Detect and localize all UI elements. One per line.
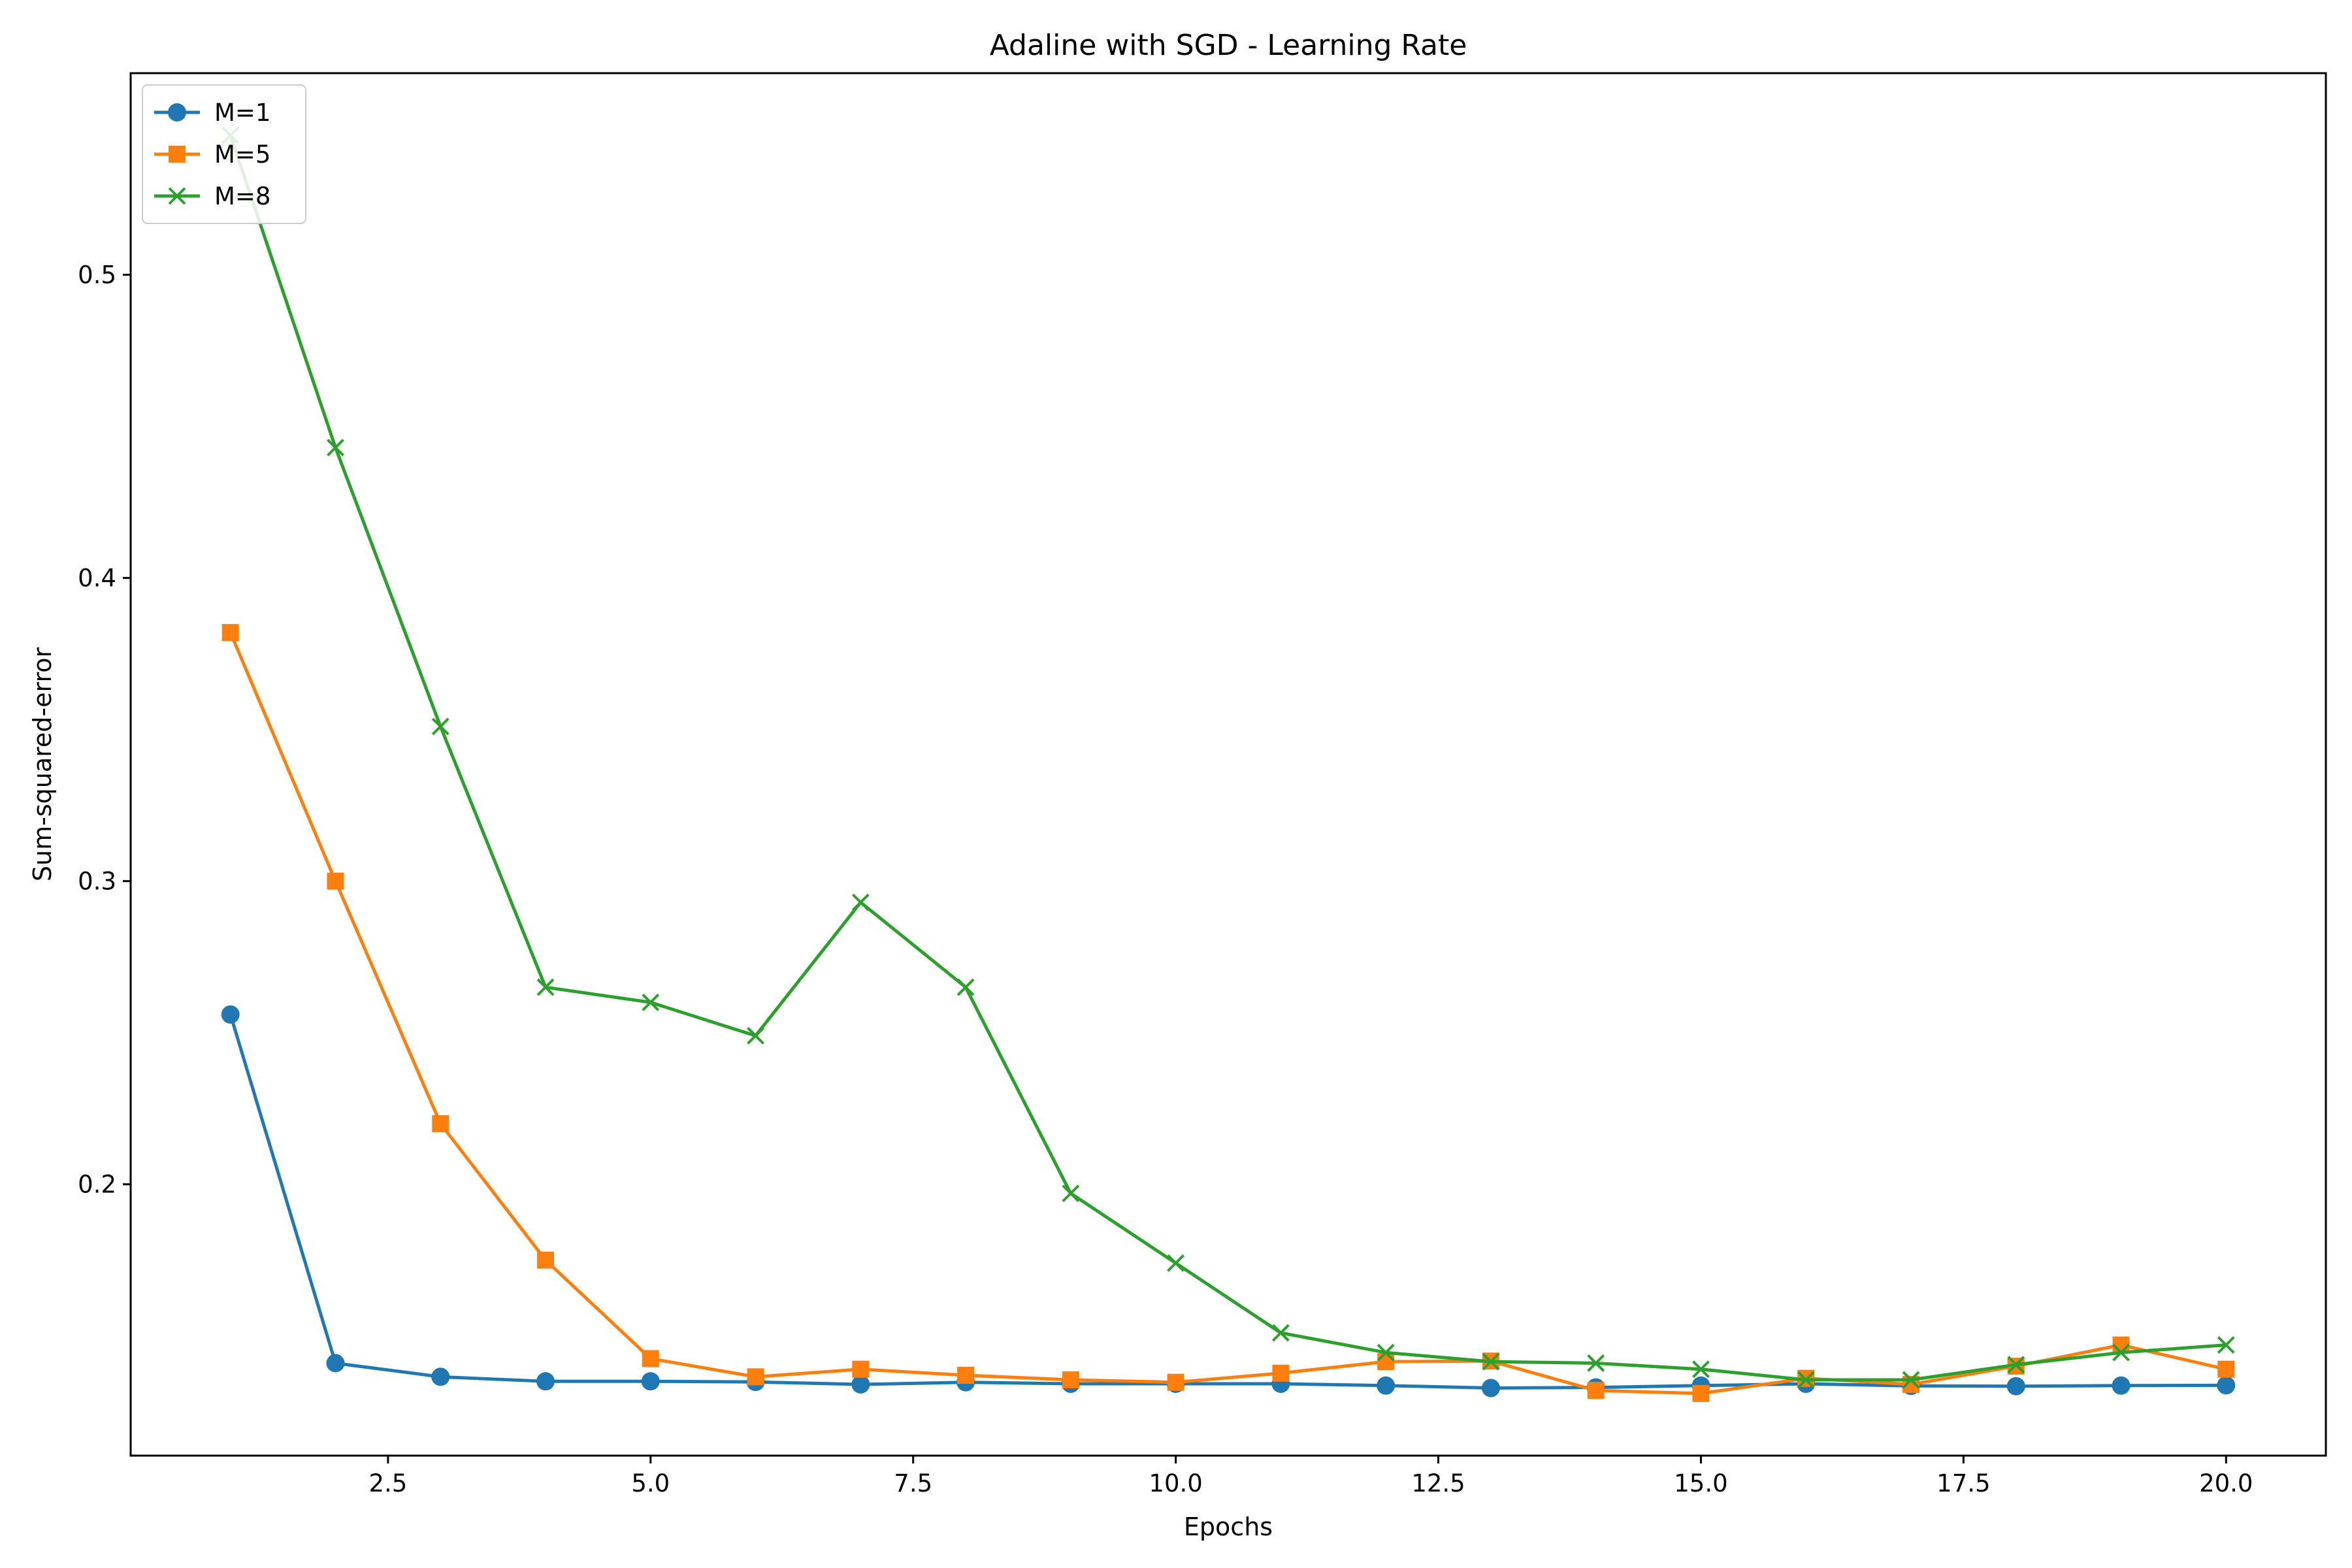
data-point-series-2-1 xyxy=(221,624,239,642)
data-point-series-3-7 xyxy=(851,893,870,911)
x-tick-label: 10.0 xyxy=(1149,1469,1202,1497)
data-point-series-1-12 xyxy=(1377,1376,1396,1395)
data-point-series-3-3 xyxy=(431,717,449,736)
data-point-series-2-9 xyxy=(1062,1371,1079,1388)
legend: M=1 M=5 M=8 xyxy=(142,84,306,224)
x-tick-label: 2.5 xyxy=(368,1469,407,1497)
x-tick-label: 5.0 xyxy=(631,1469,670,1497)
y-tick-label: 0.2 xyxy=(78,1171,116,1199)
data-point-series-3-17 xyxy=(1902,1371,1920,1389)
data-point-series-3-19 xyxy=(2112,1343,2130,1362)
data-point-series-3-14 xyxy=(1587,1354,1605,1372)
data-point-series-2-2 xyxy=(327,872,344,890)
x-axis-label: Epochs xyxy=(1184,1512,1273,1541)
y-tick-label: 0.5 xyxy=(78,261,116,289)
data-point-series-1-19 xyxy=(2112,1376,2131,1395)
data-point-series-1-2 xyxy=(326,1354,345,1373)
data-point-series-2-4 xyxy=(537,1251,555,1269)
data-point-series-1-3 xyxy=(431,1367,450,1386)
legend-label-1: M=1 xyxy=(214,99,270,127)
data-point-series-3-9 xyxy=(1062,1184,1080,1203)
data-point-series-1-13 xyxy=(1481,1379,1500,1397)
x-tick-label: 7.5 xyxy=(894,1469,932,1497)
legend-marker-1 xyxy=(168,103,186,122)
x-tick-label: 20.0 xyxy=(2199,1469,2253,1497)
y-axis-label: Sum-squared-error xyxy=(28,647,57,882)
x-tick-label: 17.5 xyxy=(1936,1469,1990,1497)
legend-marker-3 xyxy=(168,187,186,205)
y-tick-label: 0.4 xyxy=(78,564,116,593)
data-point-series-1-4 xyxy=(536,1372,555,1391)
x-tick-label: 12.5 xyxy=(1411,1469,1465,1497)
data-point-series-2-15 xyxy=(1692,1384,1710,1402)
data-point-series-3-5 xyxy=(642,993,660,1011)
data-point-series-3-2 xyxy=(327,438,344,457)
data-point-series-1-18 xyxy=(2006,1377,2025,1396)
data-point-series-3-10 xyxy=(1167,1254,1185,1272)
data-point-series-3-4 xyxy=(536,978,555,996)
data-point-series-2-14 xyxy=(1587,1382,1605,1399)
legend-marker-2 xyxy=(169,146,186,163)
data-point-series-2-5 xyxy=(642,1350,659,1367)
data-point-series-3-8 xyxy=(956,978,975,996)
data-point-series-2-10 xyxy=(1167,1373,1184,1391)
series-line-1 xyxy=(229,1014,2227,1390)
data-point-series-2-20 xyxy=(2217,1360,2235,1378)
plot-area: 2.5 5.0 7.5 10.0 12.5 15.0 17.5 20.0 0.2 0.3 0.4 0.… xyxy=(78,72,2327,1497)
data-point-series-2-11 xyxy=(1272,1364,1290,1382)
data-point-series-1-7 xyxy=(851,1375,870,1394)
plot-frame xyxy=(129,72,2327,1457)
data-point-series-2-6 xyxy=(747,1368,764,1386)
data-point-series-2-7 xyxy=(852,1360,870,1378)
data-point-series-3-15 xyxy=(1692,1360,1710,1379)
data-point-series-3-11 xyxy=(1271,1324,1290,1342)
series-line-3 xyxy=(229,135,2227,1382)
legend-label-3: M=8 xyxy=(214,182,270,210)
data-point-series-1-20 xyxy=(2217,1376,2236,1395)
y-tick-label: 0.3 xyxy=(78,868,116,896)
data-point-series-3-6 xyxy=(747,1026,764,1045)
chart-title: Adaline with SGD - Learning Rate xyxy=(990,29,1467,62)
data-point-series-2-3 xyxy=(432,1115,449,1132)
series-line-2 xyxy=(229,632,2227,1396)
data-point-series-2-8 xyxy=(957,1367,975,1384)
data-point-series-1-1 xyxy=(221,1005,240,1024)
legend-label-2: M=5 xyxy=(214,140,270,169)
data-point-series-1-5 xyxy=(641,1372,660,1391)
data-point-series-3-12 xyxy=(1377,1343,1395,1362)
data-point-series-3-18 xyxy=(2007,1356,2025,1374)
data-point-series-2-12 xyxy=(1377,1353,1395,1371)
data-point-series-3-13 xyxy=(1482,1352,1500,1371)
data-point-series-3-20 xyxy=(2217,1336,2235,1354)
data-point-series-3-16 xyxy=(1797,1371,1815,1389)
x-tick-label: 15.0 xyxy=(1674,1469,1727,1497)
